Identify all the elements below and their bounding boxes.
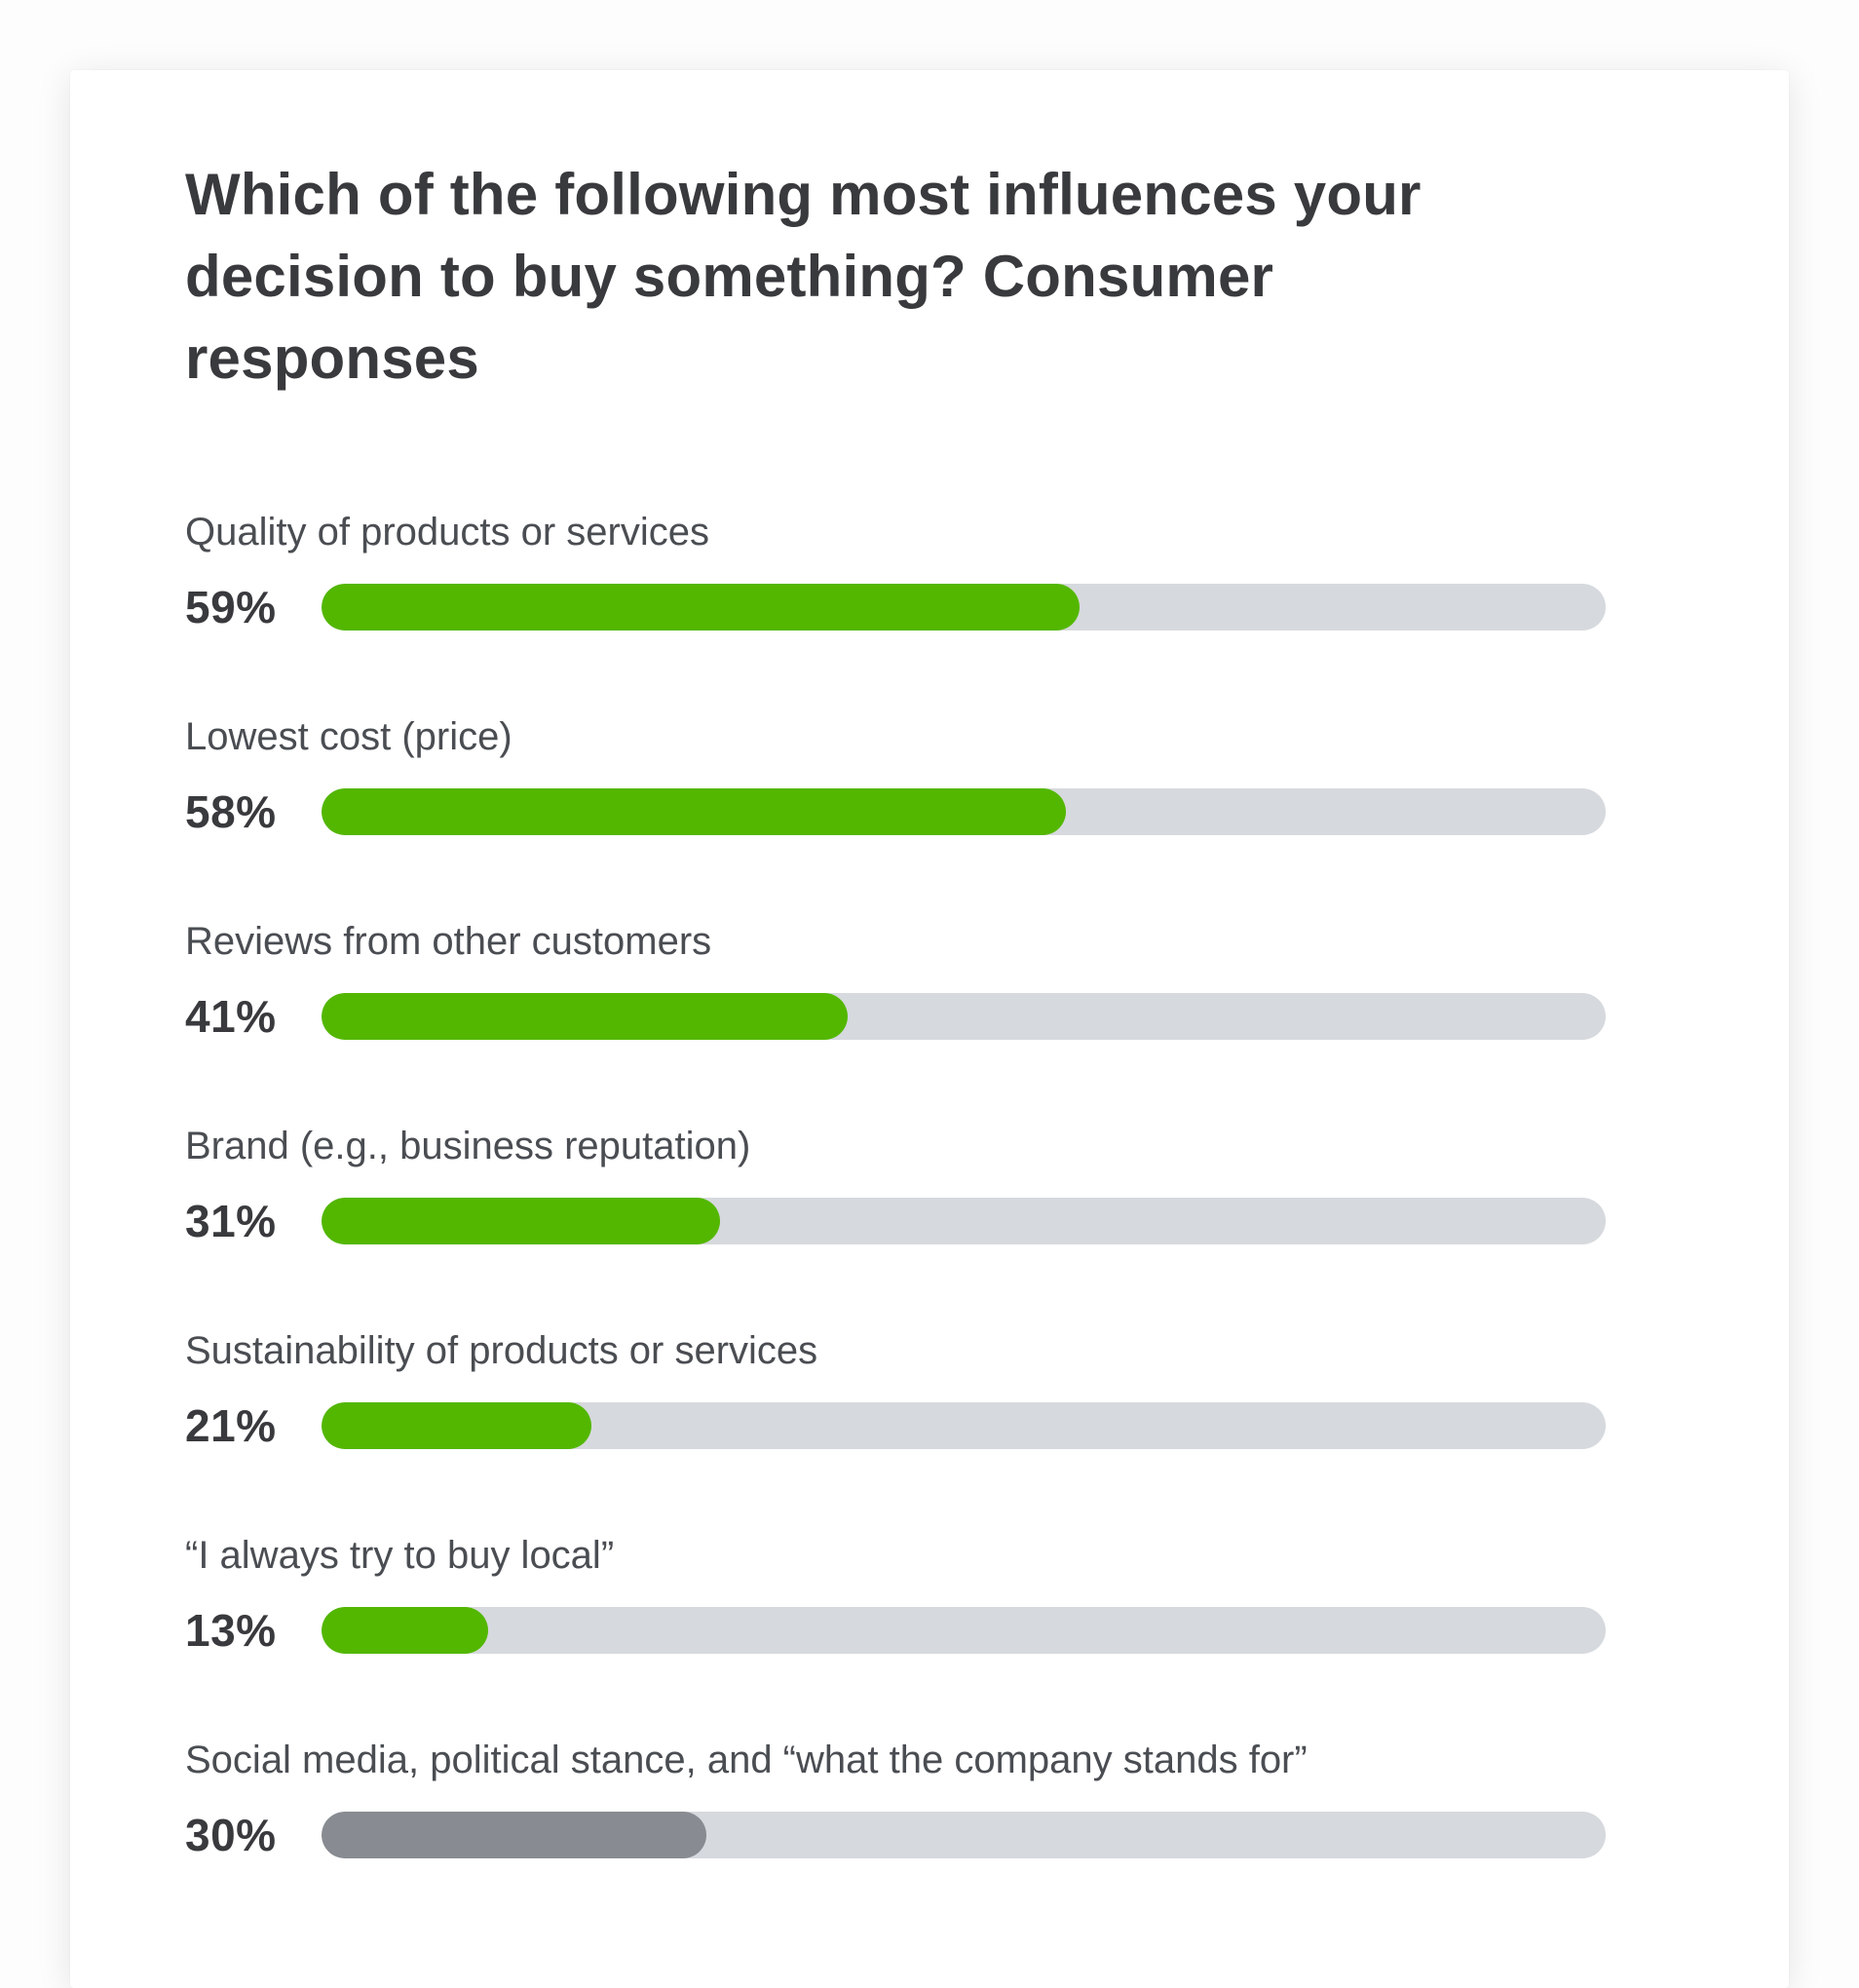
bar-list: Quality of products or services 59% Lowe…: [185, 509, 1606, 1861]
bar-fill: [322, 584, 1080, 631]
bar-track: [322, 584, 1606, 631]
bar-label: Reviews from other customers: [185, 920, 712, 963]
bar-fill: [322, 993, 849, 1040]
bar-row: “I always try to buy local” 13%: [185, 1532, 1606, 1657]
bar-row: Sustainability of products or services 2…: [185, 1327, 1606, 1452]
bar-value: 59%: [185, 582, 277, 632]
bar-line: 59%: [185, 581, 1606, 633]
bar-label: Social media, political stance, and “wha…: [185, 1739, 1308, 1781]
bar-label: Brand (e.g., business reputation): [185, 1125, 751, 1167]
bar-line: 21%: [185, 1399, 1606, 1452]
bar-value: 13%: [185, 1605, 277, 1656]
bar-line: 58%: [185, 785, 1606, 838]
bar-track: [322, 788, 1606, 835]
bar-fill: [322, 1812, 707, 1858]
bar-line: 13%: [185, 1604, 1606, 1657]
bar-row: Brand (e.g., business reputation) 31%: [185, 1123, 1606, 1247]
bar-label: Quality of products or services: [185, 511, 709, 554]
bar-line: 31%: [185, 1195, 1606, 1247]
bar-value: 21%: [185, 1400, 277, 1451]
bar-label: Lowest cost (price): [185, 715, 512, 758]
bar-value: 41%: [185, 991, 277, 1042]
bar-fill: [322, 1198, 720, 1244]
bar-label: “I always try to buy local”: [185, 1534, 615, 1577]
chart-card: Which of the following most influences y…: [70, 70, 1789, 1988]
bar-label: Sustainability of products or services: [185, 1329, 818, 1372]
bar-value: 30%: [185, 1810, 277, 1860]
bar-track: [322, 1812, 1606, 1858]
bar-track: [322, 993, 1606, 1040]
bar-row: Social media, political stance, and “wha…: [185, 1737, 1606, 1861]
bar-track: [322, 1607, 1606, 1654]
bar-fill: [322, 1402, 591, 1449]
chart-title: Which of the following most influences y…: [185, 162, 1422, 391]
bar-value: 31%: [185, 1196, 277, 1246]
bar-row: Reviews from other customers 41%: [185, 918, 1606, 1043]
bar-value: 58%: [185, 786, 277, 837]
bar-fill: [322, 1607, 489, 1654]
bar-track: [322, 1402, 1606, 1449]
bar-line: 41%: [185, 990, 1606, 1043]
bar-line: 30%: [185, 1809, 1606, 1861]
bar-track: [322, 1198, 1606, 1244]
bar-row: Lowest cost (price) 58%: [185, 713, 1606, 838]
bar-fill: [322, 788, 1067, 835]
bar-row: Quality of products or services 59%: [185, 509, 1606, 633]
